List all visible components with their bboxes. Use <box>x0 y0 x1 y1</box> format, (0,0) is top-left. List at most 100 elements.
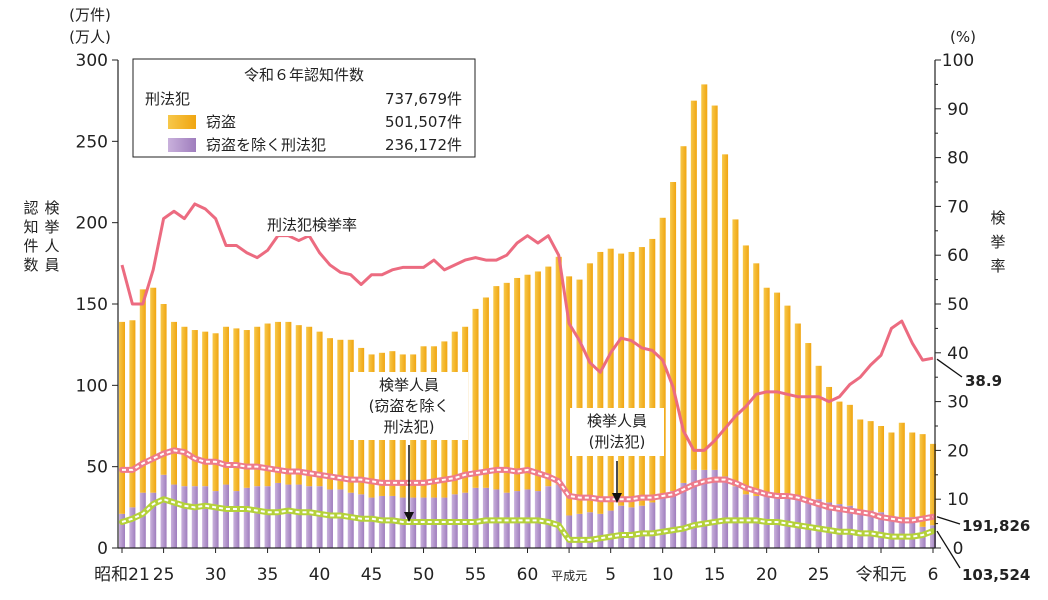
bar-theft-1984 <box>514 277 521 492</box>
bar-other-1963 <box>295 484 302 548</box>
right-tick-label: 100 <box>942 51 974 71</box>
bar-theft-1993 <box>607 248 614 511</box>
bar-theft-2008 <box>763 287 770 493</box>
bar-other-1961 <box>274 482 281 548</box>
bar-theft-2006 <box>742 245 749 495</box>
bar-theft-1982 <box>493 286 500 490</box>
bar-theft-2007 <box>753 263 760 496</box>
bar-other-2000 <box>680 482 687 548</box>
bar-theft-1983 <box>503 282 510 493</box>
bar-theft-2010 <box>784 305 791 496</box>
line-arrest-other-inner <box>121 498 934 541</box>
bar-theft-1997 <box>649 238 656 503</box>
arrest-all-label-line: 検挙人員 <box>587 412 647 430</box>
bar-other-1996 <box>638 505 645 548</box>
bar-theft-1961 <box>274 321 281 483</box>
bar-other-2017 <box>857 510 864 548</box>
bar-theft-2005 <box>732 219 739 487</box>
left-tick-label: 50 <box>86 458 108 478</box>
right-tick-label: 90 <box>947 100 969 120</box>
bar-theft-1981 <box>482 297 489 488</box>
bar-other-1954 <box>202 486 209 548</box>
left-axis-title-recognized-char: 件 <box>23 237 38 255</box>
bar-theft-1962 <box>285 321 292 485</box>
bar-theft-1964 <box>306 326 313 487</box>
end-rate-pointer <box>936 358 963 378</box>
left-tick-label: 0 <box>97 539 108 559</box>
x-tick-label: 平成元 <box>551 569 587 583</box>
bar-other-2014 <box>826 502 833 548</box>
bar-other-1947 <box>129 507 136 548</box>
right-axis-title: 検挙率 <box>990 209 1005 275</box>
bar-theft-1999 <box>670 182 677 492</box>
right-tick-label: 70 <box>947 197 969 217</box>
arrest-other-label-line: 刑法犯) <box>384 418 435 436</box>
right-axis-title-char: 挙 <box>990 233 1005 251</box>
bar-theft-1989 <box>566 276 573 516</box>
left-axis-title-recognized-char: 知 <box>23 218 38 236</box>
bar-other-1955 <box>212 491 219 548</box>
bar-other-1962 <box>285 484 292 548</box>
right-tick-label: 50 <box>947 295 969 315</box>
bar-other-1991 <box>586 512 593 548</box>
bar-other-1958 <box>243 487 250 548</box>
right-tick-label: 80 <box>947 149 969 169</box>
bar-other-2018 <box>867 510 874 548</box>
bar-theft-2000 <box>680 146 687 483</box>
bar-theft-2017 <box>857 419 864 511</box>
bar-theft-1948 <box>139 289 146 493</box>
bar-theft-2003 <box>711 105 718 470</box>
left-tick-label: 100 <box>76 376 108 396</box>
bar-other-2021 <box>898 517 905 548</box>
bar-theft-2022 <box>909 432 916 518</box>
right-tick-label: 10 <box>947 490 969 510</box>
left-axis-title-recognized: 認知件数 <box>23 199 38 274</box>
left-tick-label: 200 <box>76 214 108 234</box>
arrest-all-arrowhead <box>612 493 622 503</box>
left-axis-title-arrests: 検挙人員 <box>44 199 59 274</box>
legend-label-other: 窃盗を除く刑法犯 <box>206 136 326 154</box>
legend-label-total: 刑法犯 <box>145 90 190 108</box>
legend-title: 令和６年認知件数 <box>244 66 364 84</box>
right-axis-title-char: 検 <box>990 209 1005 227</box>
bar-theft-1952 <box>181 326 188 487</box>
legend-label-theft: 窃盗 <box>206 113 236 131</box>
bar-other-1994 <box>618 505 625 548</box>
bar-theft-2011 <box>794 323 801 500</box>
x-tick-label: 45 <box>361 565 383 585</box>
bar-other-1993 <box>607 510 614 548</box>
bar-theft-1949 <box>150 287 157 493</box>
bar-other-1989 <box>566 515 573 548</box>
bar-theft-1946 <box>118 321 126 514</box>
bar-theft-2019 <box>878 426 885 513</box>
end-arrest-all-pointer <box>936 516 961 525</box>
bar-theft-1966 <box>326 338 333 490</box>
arrest-other-label-line: 検挙人員 <box>379 376 439 394</box>
x-tick-label: 50 <box>413 565 435 585</box>
bar-other-1949 <box>150 492 157 548</box>
legend-value-theft: 501,507件 <box>385 113 462 131</box>
bar-other-1997 <box>649 502 656 548</box>
bar-theft-2024 <box>929 443 937 526</box>
x-tick-label: 40 <box>309 565 331 585</box>
bar-theft-1967 <box>337 339 344 490</box>
bar-other-2015 <box>836 504 843 548</box>
bar-theft-1965 <box>316 331 323 487</box>
bar-theft-2001 <box>690 100 697 470</box>
bar-other-2003 <box>711 469 718 548</box>
bar-theft-2004 <box>722 154 729 477</box>
arrest-other-arrowhead <box>404 512 414 522</box>
bar-other-1987 <box>545 486 552 548</box>
bar-theft-1951 <box>170 321 177 485</box>
x-tick-label: 20 <box>756 565 778 585</box>
bar-theft-1987 <box>545 266 552 487</box>
bar-other-2005 <box>732 486 739 548</box>
bar-theft-1958 <box>243 330 250 488</box>
x-tick-label: 55 <box>465 565 487 585</box>
x-tick-label: 30 <box>205 565 227 585</box>
arrest-all-label-bg <box>570 408 664 456</box>
x-tick-label: 5 <box>605 565 616 585</box>
right-tick-label: 60 <box>947 246 969 266</box>
legend-value-other: 236,172件 <box>385 136 462 154</box>
